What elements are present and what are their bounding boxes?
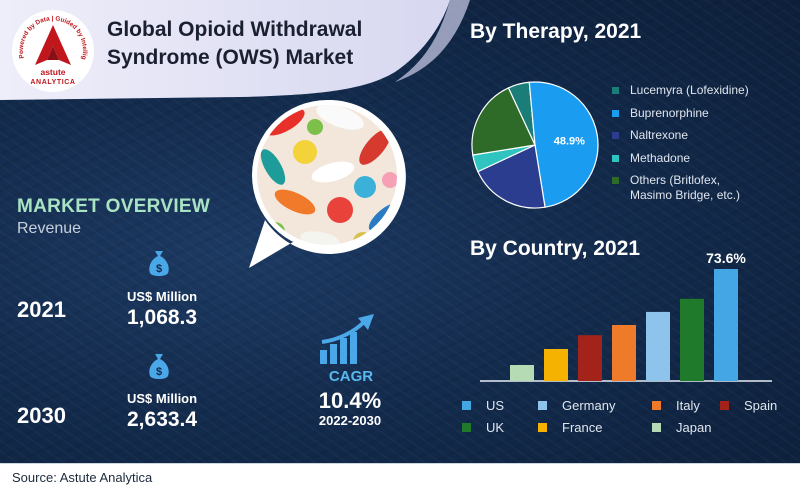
pie-slice-others [471,87,536,156]
bar-data-label: 73.6% [706,252,746,266]
country-chart-title: By Country, 2021 [470,237,640,260]
page-title: Global Opioid Withdrawal Syndrome (OWS) … [107,16,407,72]
legend-label: Methadone [630,150,691,165]
legend-label: Italy [676,398,700,413]
legend-swatch [612,154,619,162]
legend-swatch [612,87,619,94]
logo-name-analytica: ANALYTICA [30,79,75,86]
legend-swatch [538,401,547,410]
bar-uk [680,298,704,381]
legend-swatch [612,109,619,117]
legend-swatch [652,401,661,410]
astute-analytica-logo: Powered by Data | Guided by Intelligence… [10,8,94,92]
legend-swatch [612,132,619,139]
growth-arrow-icon [320,314,374,364]
legend-label: US [486,398,505,413]
source-text: Source: Astute Analytica [12,470,153,485]
market-overview-title: MARKET OVERVIEW [17,196,211,217]
market-overview-subtitle: Revenue [17,220,82,237]
cagr-value: 10.4% [318,388,382,413]
legend-label: Spain [744,398,778,413]
svg-text:$: $ [156,263,162,275]
year-2021: 2021 [17,297,66,322]
legend-swatch [462,401,471,410]
page-title-line2: Syndrome (OWS) Market [107,46,354,69]
therapy-legend: Lucemyra (Lofexidine) Buprenorphine Naltre… [610,83,749,211]
money-bag-icon: $ [149,354,169,379]
therapy-legend-item: Naltrexone [610,128,749,143]
cagr-period: 2022-2030 [318,413,382,428]
legend-label: Naltrexone [630,128,689,142]
bar-italy [612,325,636,381]
pie-slice-buprenorphine [528,81,599,208]
bar-france [544,349,568,381]
pie-data-label: 48.9% [554,136,585,148]
page-title-line1: Global Opioid Withdrawal [107,18,363,41]
bar-spain [578,335,602,381]
header-banner [0,0,470,100]
country-bar-chart: 73.6% [480,252,772,382]
therapy-legend-item: Lucemyra (Lofexidine) [610,83,749,98]
legend-swatch [538,423,547,432]
therapy-legend-item: Buprenorphine [610,106,749,121]
legend-swatch [612,177,619,184]
legend-label: Japan [676,420,712,435]
revenue-2021: 1,068.3 [127,306,198,329]
svg-text:$: $ [156,366,162,378]
bar-us [714,269,738,381]
money-bag-icon: $ [149,251,169,276]
legend-swatch [652,423,661,432]
legend-swatch [462,423,471,432]
unit-2021: US$ Million [127,289,198,304]
cagr-label: CAGR [328,368,374,385]
legend-label: Others (Britlofex, Masimo Bridge, etc.) [630,173,741,202]
therapy-legend-item: Methadone [610,151,749,166]
footer: Source: Astute Analytica [0,463,800,494]
therapy-legend-item: Others (Britlofex, Masimo Bridge, etc.) [610,173,749,203]
bar-japan [510,365,534,381]
legend-label: Lucemyra (Lofexidine) [630,83,749,97]
logo-name-astute: astute [40,67,65,77]
therapy-chart-title: By Therapy, 2021 [470,20,642,43]
legend-label: Germany [562,398,616,413]
pills-image [249,99,406,268]
therapy-pie-chart: 48.9% [471,81,599,209]
legend-label: Buprenorphine [630,105,709,120]
year-2030: 2030 [17,403,66,428]
legend-label: France [562,420,603,435]
bar-germany [646,311,670,381]
revenue-2030: 2,633.4 [127,408,198,431]
unit-2030: US$ Million [127,391,198,406]
legend-swatch [720,401,729,410]
pie-slice-naltrexone [477,144,546,209]
legend-label: UK [486,420,505,435]
